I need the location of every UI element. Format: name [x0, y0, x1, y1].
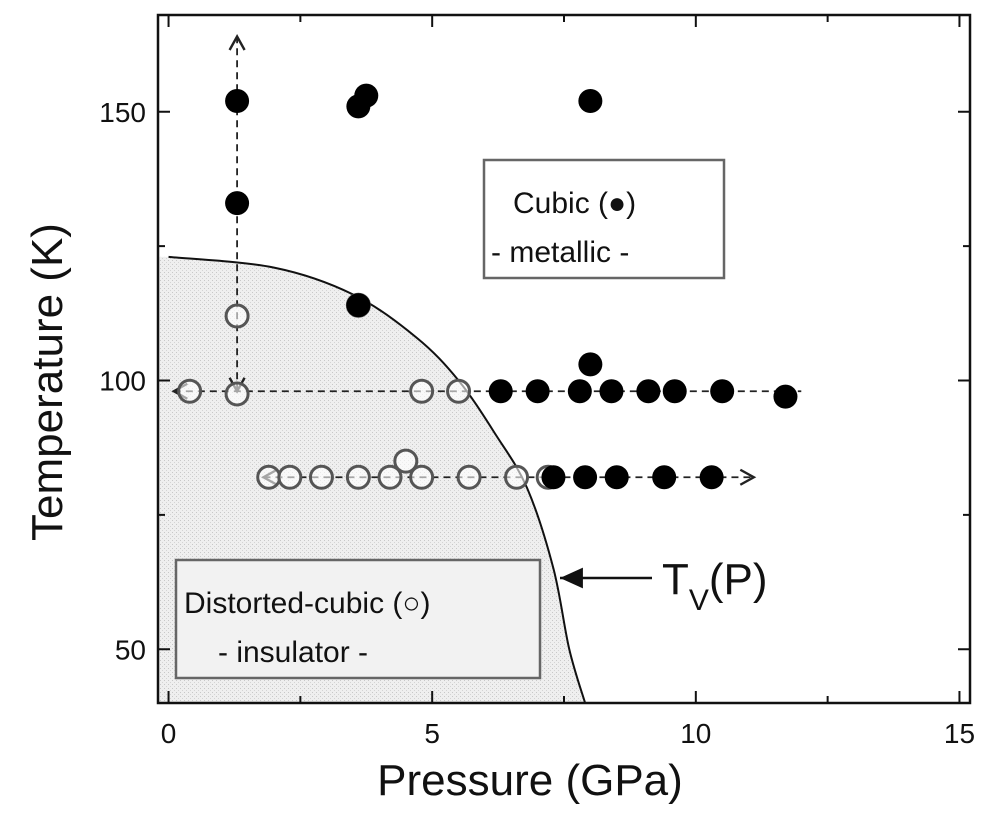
filled-circle-point [573, 465, 598, 490]
filled-circle-point [578, 352, 603, 377]
filled-circle-point [636, 379, 661, 404]
x-tick-label: 5 [424, 718, 440, 749]
filled-circle-point [604, 465, 629, 490]
filled-circle-point [354, 83, 379, 108]
distorted-legend-box: Distorted-cubic (○) - insulator - [174, 558, 542, 680]
filled-circle-point [652, 465, 677, 490]
open-circle-point [277, 464, 303, 490]
insulator-label: - insulator - [218, 636, 368, 669]
filled-circle-point [710, 379, 735, 404]
tv-annotation-subscript: V [689, 584, 709, 617]
axis-ticks [158, 15, 970, 703]
tv-annotation-t: T [662, 555, 689, 604]
metallic-label: - metallic - [491, 236, 629, 269]
open-circle-point [256, 464, 282, 490]
filled-circle-point [578, 89, 603, 113]
filled-circle-point [773, 384, 798, 409]
open-circle-point [409, 378, 435, 404]
open-circle-point [345, 464, 371, 490]
metallic-label-text: - metallic - [491, 236, 629, 269]
tv-annotation: TV(P) [662, 555, 768, 617]
axis-tick-labels: 0 5 10 15 50 100 150 [99, 97, 975, 749]
x-tick-label: 15 [944, 718, 975, 749]
y-tick-label: 100 [99, 366, 146, 397]
filled-circle-point [599, 379, 624, 404]
open-circle-point [377, 464, 403, 490]
open-circle-point [504, 464, 530, 490]
open-circle-point [446, 378, 472, 404]
insulator-label-text: - insulator - [218, 636, 368, 669]
filled-circle-point [525, 379, 550, 404]
y-axis-title: Temperature (K) [23, 223, 72, 541]
tv-annotation-suffix: (P) [709, 555, 768, 604]
open-circle-point [308, 464, 334, 490]
x-tick-label: 10 [680, 718, 711, 749]
filled-circle-point [662, 379, 687, 404]
open-circle-point [393, 448, 419, 474]
filled-circle-point [541, 465, 566, 490]
y-tick-label: 150 [99, 97, 146, 128]
open-circle-point [409, 464, 435, 490]
data-points [177, 83, 798, 490]
y-tick-label: 50 [115, 634, 146, 665]
filled-circle-point [567, 379, 592, 404]
open-circle-point [456, 464, 482, 490]
filled-circle-point [699, 465, 724, 490]
filled-circle-point [225, 89, 250, 113]
filled-circle-point [488, 379, 513, 404]
open-circle-point [177, 378, 203, 404]
filled-circle-point [225, 191, 250, 216]
x-axis-title: Pressure (GPa) [377, 756, 683, 805]
x-tick-label: 0 [161, 718, 177, 749]
filled-circle-point [346, 293, 371, 318]
open-circle-point [224, 381, 250, 407]
phase-boundary-line [168, 255, 587, 704]
cubic-legend-box: Cubic (●) - metallic - [482, 158, 726, 280]
cubic-label: Cubic (●) [513, 187, 636, 220]
distorted-cubic-label: Distorted-cubic (○) [184, 587, 431, 620]
open-circle-point [224, 303, 250, 329]
